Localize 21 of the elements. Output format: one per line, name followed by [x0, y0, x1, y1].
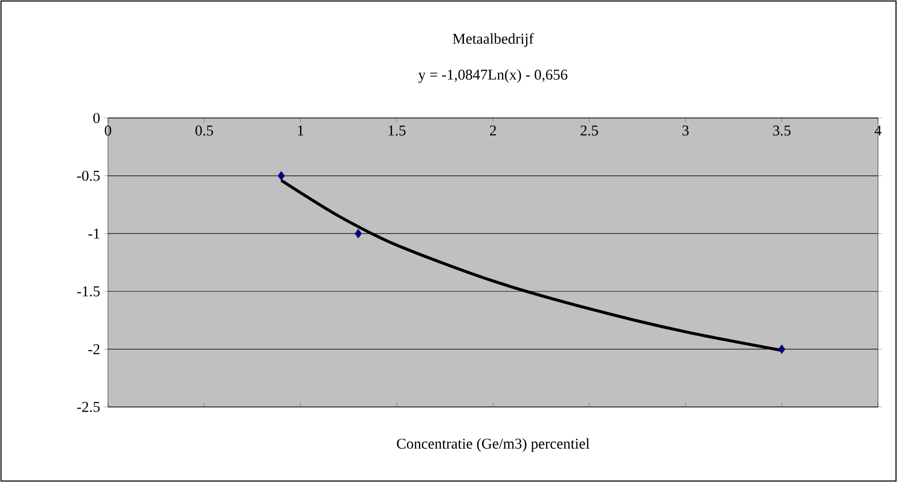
x-tick-label: 1.5 [388, 126, 406, 136]
point [354, 228, 362, 238]
text: y = -1,0847Ln(x) - 0,656 [418, 69, 568, 83]
chart-title: Metaalbedrijf [452, 33, 534, 47]
y-tick-label: -1.5 [77, 286, 100, 296]
x-tick-label: 4 [874, 126, 882, 136]
point [278, 171, 285, 180]
y-tick-label: -1 [88, 228, 100, 239]
x-axis-title: Concentratie (Ge/m3) percentiel [396, 438, 590, 452]
x-tick-label: 2.5 [580, 126, 598, 136]
x-tick-label: 3 [682, 126, 689, 136]
x-tick-label: 1 [298, 126, 304, 136]
y-tick-label: -0.5 [77, 170, 100, 181]
y-tick-label: -2.5 [77, 402, 100, 412]
x-tick-label: 3.5 [773, 126, 791, 136]
y-tick-label: -2 [88, 344, 100, 354]
point [778, 344, 786, 354]
y-tick-label: 0 [93, 112, 100, 124]
x-tick-label: 0 [104, 126, 112, 136]
x-tick-label: 0.5 [195, 126, 214, 136]
x-tick-label: 2 [490, 126, 496, 136]
